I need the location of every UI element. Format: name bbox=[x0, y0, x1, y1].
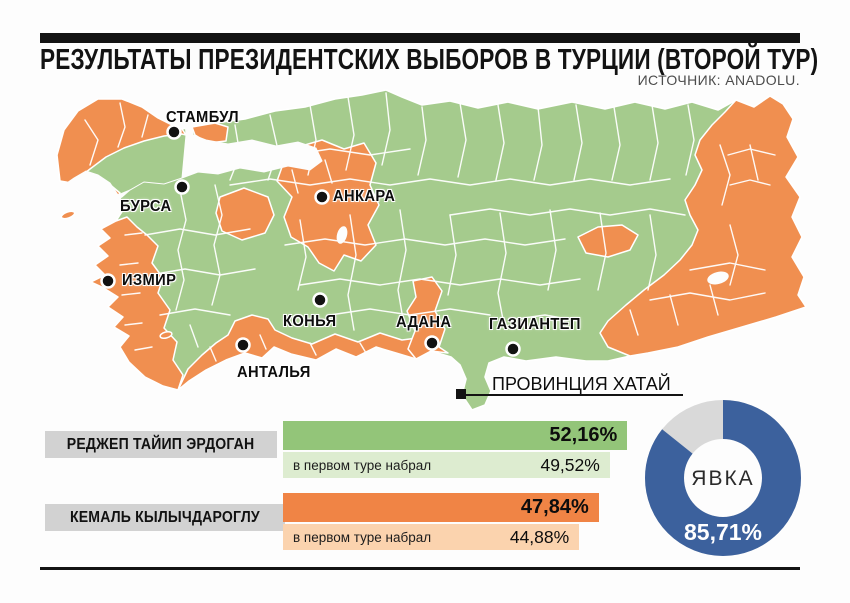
turnout-donut-svg: ЯВКА 85,71% bbox=[645, 400, 801, 556]
city-dots bbox=[100, 124, 521, 357]
candidate-2-round1-value: 44,88% bbox=[509, 526, 570, 547]
province-borders bbox=[84, 92, 776, 362]
top-divider-bar bbox=[40, 33, 800, 43]
island-2 bbox=[159, 330, 173, 340]
candidate-1-round1-value: 49,52% bbox=[540, 454, 600, 475]
city-label-adana: АДАНА bbox=[396, 314, 452, 331]
lake-van bbox=[707, 271, 729, 285]
city-label-antalya: АНТАЛЬЯ bbox=[237, 364, 311, 381]
island-1 bbox=[60, 210, 76, 220]
turnout-arc bbox=[645, 400, 801, 556]
city-dot-istanbul bbox=[166, 124, 182, 140]
region-west-central bbox=[215, 187, 275, 241]
page-title: РЕЗУЛЬТАТЫ ПРЕЗИДЕНТСКИХ ВЫБОРОВ В ТУРЦИ… bbox=[40, 44, 819, 76]
turkey-map-svg bbox=[56, 89, 807, 411]
city-dot-izmir bbox=[100, 273, 116, 289]
candidate-2-round2-bar: 47,84% bbox=[283, 493, 599, 522]
city-dot-ankara bbox=[314, 189, 330, 205]
turkey-map bbox=[30, 85, 820, 415]
lake-tuz bbox=[336, 226, 348, 244]
candidate-2-name-box: КЕМАЛЬ КЫЛЫЧДАРОГЛУ bbox=[45, 504, 285, 531]
marmara-sea bbox=[62, 120, 323, 206]
city-label-ankara: АНКАРА bbox=[333, 188, 396, 205]
city-dot-konya bbox=[312, 292, 328, 308]
region-aegean-coast bbox=[90, 216, 184, 391]
city-label-konya: КОНЬЯ bbox=[283, 313, 337, 330]
turnout-value: 85,71% bbox=[684, 519, 762, 545]
city-dot-antalya bbox=[235, 337, 251, 353]
candidate-2-round2-value: 47,84% bbox=[520, 496, 589, 518]
candidate-1-round2-bar: 52,16% bbox=[283, 421, 628, 450]
candidate-1-name-box: РЕДЖЕП ТАЙИП ЭРДОГАН bbox=[45, 431, 277, 458]
city-label-istanbul: СТАМБУЛ bbox=[166, 109, 239, 126]
hatay-pointer-line bbox=[462, 394, 683, 396]
hatay-province-label: ПРОВИНЦИЯ ХАТАЙ bbox=[492, 374, 671, 394]
turnout-donut: ЯВКА 85,71% bbox=[638, 393, 808, 563]
city-dot-adana bbox=[424, 335, 440, 351]
candidate-1-round2-value: 52,16% bbox=[549, 424, 618, 446]
bottom-divider-bar bbox=[40, 567, 800, 570]
candidate-2-round1-note: в первом туре набрал bbox=[293, 529, 432, 545]
turnout-caption: ЯВКА bbox=[691, 467, 754, 490]
city-label-izmir: ИЗМИР bbox=[122, 272, 177, 289]
source-credit: ИСТОЧНИК: ANADOLU. bbox=[637, 72, 800, 88]
city-label-gaziantep: ГАЗИАНТЕП bbox=[489, 316, 581, 333]
candidate-1-name: РЕДЖЕП ТАЙИП ЭРДОГАН bbox=[67, 435, 255, 453]
city-dot-gaziantep bbox=[505, 341, 521, 357]
candidate-2-name: КЕМАЛЬ КЫЛЫЧДАРОГЛУ bbox=[70, 508, 260, 526]
city-label-bursa: БУРСА bbox=[120, 198, 172, 215]
candidate-1-round1-bar: в первом туре набрал 49,52% bbox=[283, 452, 610, 478]
hatay-marker-square bbox=[456, 389, 466, 399]
candidate-2-round1-bar: в первом туре набрал 44,88% bbox=[283, 524, 580, 550]
city-dot-bursa bbox=[174, 179, 190, 195]
region-east bbox=[599, 95, 807, 357]
candidate-1-round1-note: в первом туре набрал bbox=[293, 457, 432, 473]
